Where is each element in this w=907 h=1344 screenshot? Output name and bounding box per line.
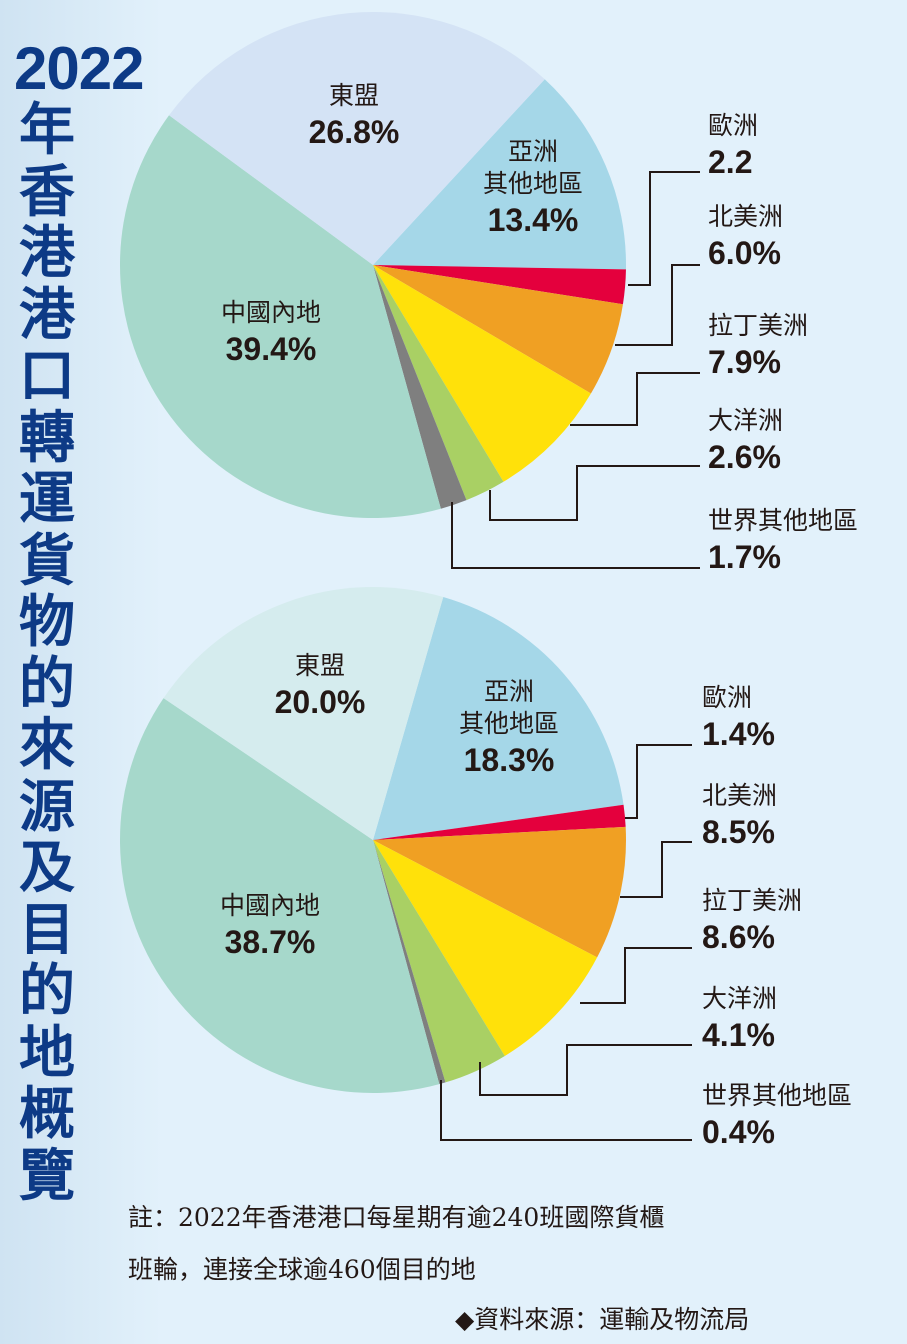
title-year: 2022 [14,35,144,102]
label-latin-america-2: 拉丁美洲 8.6% [702,886,803,955]
pie2-slice-4 [373,840,505,1083]
pie2-leader-line-0 [625,744,692,819]
pie2-slice-1 [163,587,444,840]
pie1-slice-0 [373,79,626,270]
label-latin-america-1: 拉丁美洲 7.9% [708,311,809,380]
pie1-leader-line-4 [451,502,700,569]
pie2-leader-line-4 [440,1080,692,1141]
label-europe-1: 歐洲 2.2 [708,111,759,180]
pie2-slice-2 [119,698,440,1093]
pie1-slice-1 [169,12,545,266]
chart-title: 2022 年香港港口轉運貨物的來源及目的地概覽 [14,38,164,1207]
pie1-slice-2 [119,115,441,519]
pie1-leader-line-1 [615,264,700,346]
pie1-slice-7 [373,265,626,305]
pie1-slice-4 [373,265,504,501]
label-mainland-1: 中國內地 39.4% [220,298,322,367]
pie2-leader-line-3 [479,1044,692,1096]
pie1-leader-line-0 [628,171,700,286]
label-asia-other-2: 亞洲 其他地區 18.3% [458,677,560,778]
label-rest-world-1: 世界其他地區 1.7% [708,506,859,575]
label-mainland-2: 中國內地 38.7% [219,891,321,960]
source-credit: ◆資料來源：運輸及物流局 [455,1305,750,1334]
label-oceania-2: 大洋洲 4.1% [702,984,778,1053]
pie2-slice-0 [373,596,624,840]
pie2-leader-line-1 [620,841,692,898]
pie2-slice-3 [373,840,446,1085]
label-asia-other-1: 亞洲 其他地區 13.4% [482,137,584,238]
note-line-1: 註：2022年香港港口每星期有逾240班國際貨櫃 [128,1203,665,1232]
label-north-america-2: 北美洲 8.5% [702,781,778,850]
pie1-leader-line-3 [489,465,700,521]
pie2-leader-line-2 [580,947,692,1004]
pie1-slice-6 [373,265,623,394]
label-rest-world-2: 世界其他地區 0.4% [702,1081,853,1150]
note-line-2: 班輪，連接全球逾460個目的地 [128,1255,476,1284]
title-text: 年香港港口轉運貨物的來源及目的地概覽 [19,98,75,1209]
label-asean-2: 東盟 20.0% [274,651,366,720]
label-north-america-1: 北美洲 6.0% [708,202,784,271]
label-oceania-1: 大洋洲 2.6% [708,406,784,475]
pie1-leader-line-2 [570,372,700,426]
pie1-slice-5 [373,265,591,482]
label-asean-1: 東盟 26.8% [308,81,400,150]
pie2-slice-7 [373,804,626,840]
label-europe-2: 歐洲 1.4% [702,683,775,752]
pie1-slice-3 [373,265,467,509]
pie2-slice-5 [373,840,598,1056]
pie2-slice-6 [373,826,627,958]
